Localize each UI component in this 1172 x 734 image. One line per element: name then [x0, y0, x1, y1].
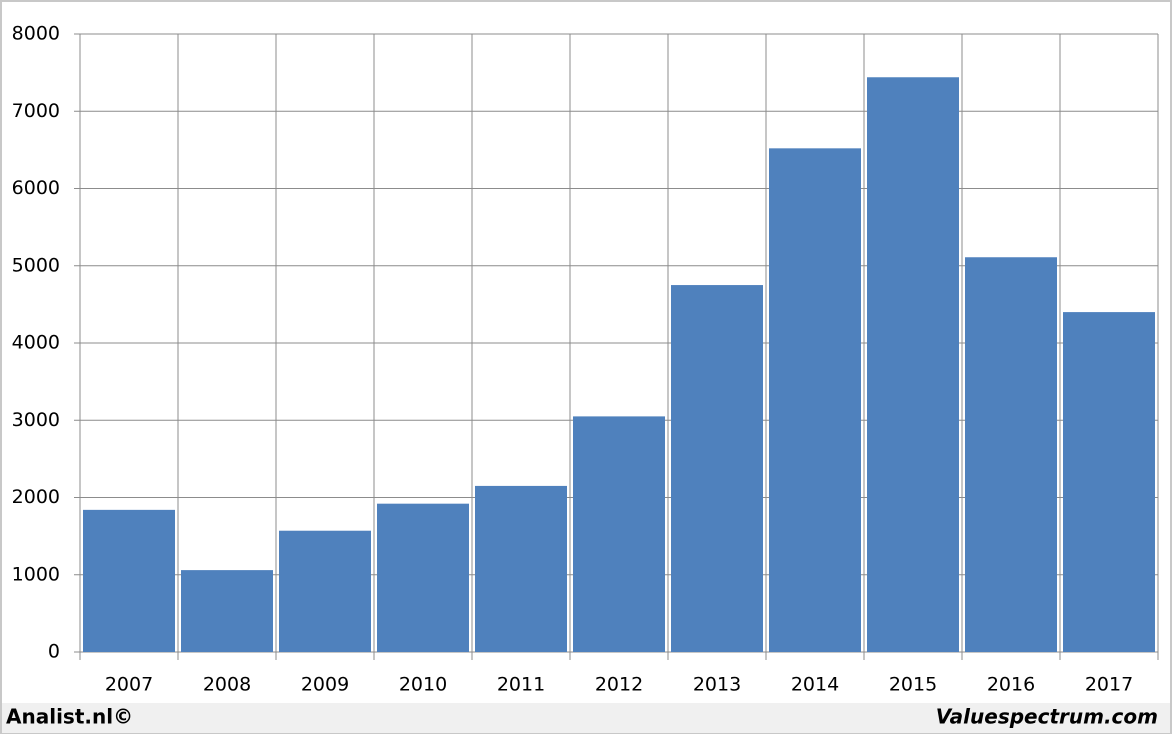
y-tick-label: 7000 [12, 100, 60, 122]
y-tick-label: 8000 [12, 23, 60, 45]
bar [867, 77, 959, 652]
y-tick-label: 2000 [12, 486, 60, 508]
y-tick-label: 5000 [12, 254, 60, 276]
bar [377, 503, 469, 652]
source-left: Analist.nl© [6, 705, 133, 729]
bar [1063, 312, 1155, 652]
y-tick-label: 1000 [12, 563, 60, 585]
x-tick-label: 2017 [1085, 674, 1133, 696]
footer-band [2, 703, 1170, 733]
x-tick-label: 2016 [987, 674, 1035, 696]
bar [83, 509, 175, 652]
bar [573, 416, 665, 652]
bar [475, 485, 567, 652]
source-right: Valuespectrum.com [936, 705, 1158, 729]
y-tick-label: 6000 [12, 177, 60, 199]
x-tick-label: 2015 [889, 674, 937, 696]
x-tick-label: 2010 [399, 674, 447, 696]
y-tick-label: 3000 [12, 409, 60, 431]
x-tick-label: 2012 [595, 674, 643, 696]
bar [671, 285, 763, 652]
x-tick-label: 2011 [497, 674, 545, 696]
bar [279, 530, 371, 652]
x-tick-label: 2014 [791, 674, 839, 696]
x-tick-label: 2008 [203, 674, 251, 696]
y-tick-label: 0 [48, 641, 60, 663]
bar [181, 570, 273, 652]
y-tick-label: 4000 [12, 332, 60, 354]
bar [769, 148, 861, 652]
x-tick-label: 2013 [693, 674, 741, 696]
x-tick-label: 2009 [301, 674, 349, 696]
x-tick-label: 2007 [105, 674, 153, 696]
bar [965, 257, 1057, 652]
